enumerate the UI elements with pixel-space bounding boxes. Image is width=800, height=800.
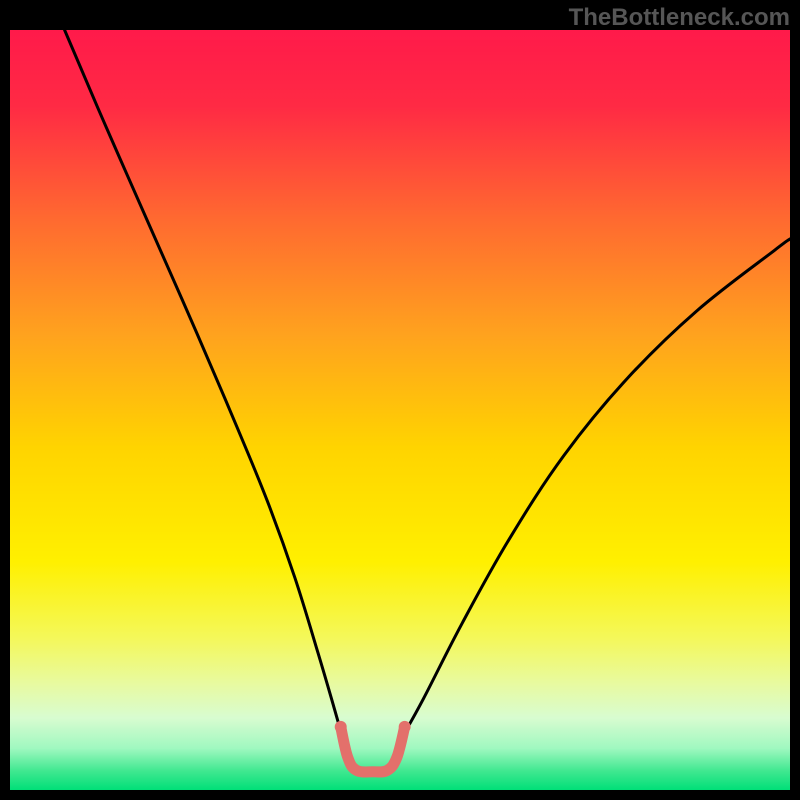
watermark-text: TheBottleneck.com — [569, 4, 790, 32]
gradient-background — [10, 30, 790, 790]
bracket-dot-right — [399, 721, 411, 733]
bracket-dot-left — [335, 721, 347, 733]
bottleneck-chart — [10, 30, 790, 790]
chart-frame — [10, 30, 790, 790]
